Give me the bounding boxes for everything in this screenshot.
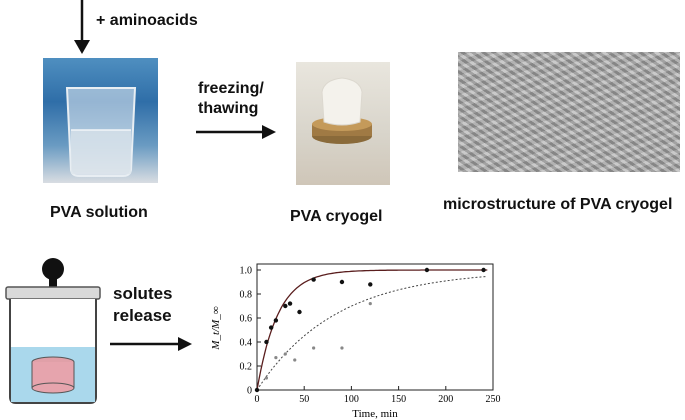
y-tick-label: 0.6 (240, 314, 253, 325)
data-point-series-1 (297, 309, 302, 315)
freezing-thawing-label-1: freezing/ (198, 80, 264, 97)
x-tick-label: 0 (255, 394, 260, 405)
down-arrow-icon (74, 0, 90, 54)
right-arrow-icon (196, 125, 276, 139)
x-tick-label: 100 (344, 394, 359, 405)
data-point-series-2 (293, 358, 297, 362)
chart-y-axis-label: M_t/M_∞ (210, 306, 222, 350)
data-point-series-2 (283, 352, 287, 356)
fit-curve-series-1 (256, 269, 488, 391)
freezing-thawing-label-2: thawing (198, 100, 259, 117)
beaker-icon (65, 87, 137, 177)
x-tick-label: 50 (299, 394, 309, 405)
microstructure-caption: microstructure of PVA cryogel (443, 196, 673, 213)
y-tick-label: 0.2 (240, 362, 253, 373)
y-tick-label: 1.0 (240, 266, 253, 277)
data-point-series-1 (339, 279, 345, 285)
right-arrow-icon (110, 337, 192, 351)
data-point-series-1 (254, 387, 260, 393)
y-tick-label: 0 (247, 386, 252, 397)
y-tick-label: 0.4 (240, 338, 253, 349)
x-tick-label: 250 (486, 394, 501, 405)
data-point-series-1 (311, 277, 316, 282)
pva-cryogel-caption: PVA cryogel (290, 208, 383, 225)
data-point-series-1 (273, 318, 279, 323)
data-point-series-2 (312, 346, 316, 350)
y-tick-label: 0.8 (240, 290, 253, 301)
data-point-series-1 (481, 267, 486, 273)
add-aminoacids-label: + aminoacids (96, 12, 198, 29)
solutes-release-label-1: solutes (113, 284, 173, 303)
chart-plot-frame (256, 263, 494, 391)
x-tick-label: 200 (438, 394, 453, 405)
release-jar-icon (5, 258, 101, 404)
cryogel-icon (312, 77, 372, 144)
data-point-series-2 (274, 356, 278, 360)
data-point-series-2 (264, 376, 269, 380)
pva-cryogel-photo (296, 62, 390, 185)
fit-curve-series-2 (256, 275, 488, 391)
data-point-series-1 (287, 301, 293, 306)
data-point-series-2 (368, 302, 372, 306)
data-point-series-1 (264, 339, 269, 345)
pva-solution-photo (43, 58, 158, 183)
data-point-series-2 (340, 346, 344, 350)
x-tick-label: 150 (391, 394, 406, 405)
data-point-series-1 (368, 282, 373, 287)
data-point-series-1 (283, 303, 288, 309)
pva-solution-caption: PVA solution (50, 204, 148, 221)
solutes-release-label-2: release (113, 306, 172, 325)
microstructure-photo (458, 52, 680, 172)
data-point-series-1 (424, 267, 430, 273)
chart-x-axis-label: Time, min (352, 408, 398, 420)
data-point-series-1 (268, 325, 274, 330)
